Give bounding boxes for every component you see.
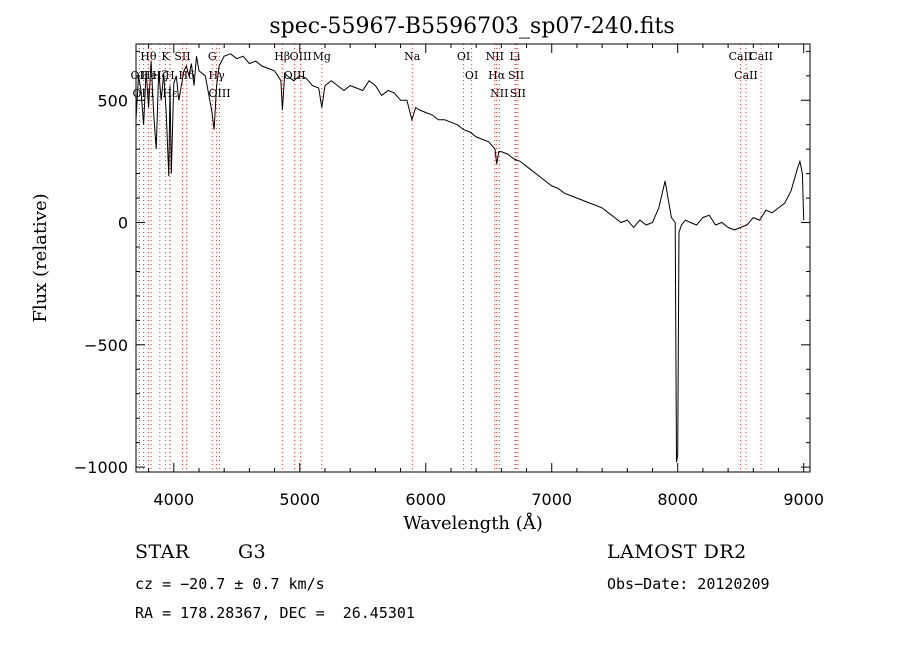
y-tick-label: −1000 xyxy=(74,458,128,477)
object-class: STAR xyxy=(135,541,190,563)
emission-line-labels: HθOIIOIIIHζHeIKHHεSIIHδGHγOIIIHβOIIIOIII… xyxy=(131,50,773,100)
emission-line-label: Hγ xyxy=(209,69,226,82)
y-tick-label: 0 xyxy=(118,214,128,233)
emission-line-label: SII xyxy=(174,50,190,63)
x-tick-label: 4000 xyxy=(153,490,194,509)
emission-line-label: NII xyxy=(486,50,504,63)
y-axis: −1000 −500 0 500 xyxy=(74,50,810,477)
emission-line-label: H xyxy=(165,69,175,82)
plot-frame xyxy=(135,43,811,473)
spectrum-series-line xyxy=(135,53,805,463)
emission-line-label: K xyxy=(161,50,170,63)
coordinates: RA = 178.28367, DEC = 26.45301 xyxy=(135,604,415,622)
emission-line-label: Li xyxy=(510,50,521,63)
emission-line-label: CaII xyxy=(734,69,758,82)
emission-line-label: Hβ xyxy=(274,50,290,63)
y-tick-label: 500 xyxy=(97,91,128,110)
emission-line-label: OIII xyxy=(290,50,312,63)
x-tick-label: 9000 xyxy=(783,490,824,509)
x-tick-label: 6000 xyxy=(405,490,446,509)
emission-line-label: SII xyxy=(510,87,526,100)
emission-line-label: Mg xyxy=(313,50,331,63)
emission-line-label: OIII xyxy=(208,87,230,100)
emission-line-label: OI xyxy=(465,69,478,82)
emission-line-label: OI xyxy=(457,50,470,63)
emission-line-label: NII xyxy=(490,87,508,100)
survey-name: LAMOST DR2 xyxy=(607,541,747,563)
redshift-velocity: cz = −20.7 ± 0.7 km/s xyxy=(135,575,325,593)
emission-line-label: Na xyxy=(404,50,421,63)
emission-line-label: CaII xyxy=(729,50,753,63)
observation-date: Obs−Date: 20120209 xyxy=(607,575,770,593)
x-tick-label: 5000 xyxy=(279,490,320,509)
emission-line-label: SII xyxy=(508,69,524,82)
emission-line-label: G xyxy=(208,50,217,63)
chart-title: spec-55967-B5596703_sp07-240.fits xyxy=(269,14,674,39)
x-tick-label: 7000 xyxy=(531,490,572,509)
y-tick-label: −500 xyxy=(84,336,128,355)
emission-line-label: Hα xyxy=(488,69,506,82)
x-axis-label: Wavelength (Å) xyxy=(403,512,543,534)
x-tick-label: 8000 xyxy=(657,490,698,509)
emission-line-label: CaII xyxy=(749,50,773,63)
emission-line-markers xyxy=(138,44,762,472)
emission-line-label: Hθ xyxy=(140,50,157,63)
y-axis-label: Flux (relative) xyxy=(30,193,51,322)
x-axis: 4000 5000 6000 7000 8000 9000 xyxy=(148,44,824,509)
emission-line-label: OIII xyxy=(284,69,306,82)
object-subclass: G3 xyxy=(238,541,267,563)
